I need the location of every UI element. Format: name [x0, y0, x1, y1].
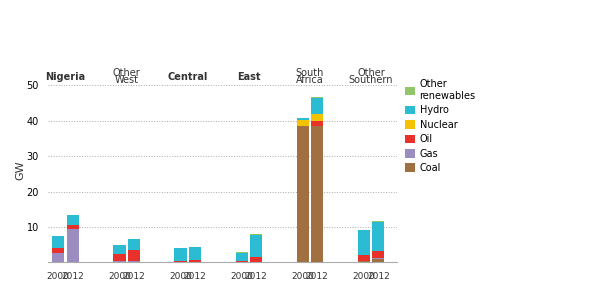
Bar: [358, 255, 370, 260]
Bar: [52, 248, 65, 253]
Bar: [175, 248, 186, 261]
Bar: [250, 257, 262, 262]
Bar: [311, 126, 323, 262]
Text: Other: Other: [357, 68, 385, 78]
Bar: [372, 222, 384, 251]
Bar: [250, 234, 262, 235]
Bar: [358, 260, 370, 262]
Bar: [372, 221, 384, 222]
Bar: [113, 254, 125, 261]
Bar: [113, 245, 125, 254]
Text: Africa: Africa: [296, 75, 324, 85]
Bar: [236, 260, 248, 262]
Bar: [311, 97, 323, 99]
Bar: [372, 260, 384, 262]
Bar: [66, 225, 79, 229]
Text: Southern: Southern: [349, 75, 394, 85]
Bar: [372, 251, 384, 258]
Bar: [189, 260, 201, 262]
Bar: [236, 253, 248, 260]
Text: Central: Central: [167, 72, 208, 82]
Text: Other: Other: [113, 68, 140, 78]
Bar: [52, 236, 65, 248]
Bar: [66, 215, 79, 225]
Bar: [372, 258, 384, 260]
Text: West: West: [114, 75, 138, 85]
Bar: [189, 247, 201, 260]
Text: East: East: [237, 72, 261, 82]
Y-axis label: GW: GW: [15, 160, 25, 180]
Bar: [128, 250, 140, 261]
Bar: [250, 235, 262, 257]
Bar: [311, 99, 323, 114]
Bar: [236, 252, 248, 253]
Text: Nigeria: Nigeria: [46, 72, 85, 82]
Bar: [128, 261, 140, 262]
Bar: [113, 261, 125, 262]
Bar: [296, 120, 309, 126]
Bar: [358, 230, 370, 255]
Legend: Other
renewables, Hydro, Nuclear, Oil, Gas, Coal: Other renewables, Hydro, Nuclear, Oil, G…: [405, 79, 476, 173]
Bar: [52, 253, 65, 262]
Bar: [128, 239, 140, 250]
Bar: [175, 261, 186, 262]
Bar: [296, 118, 309, 120]
Bar: [311, 114, 323, 121]
Bar: [296, 126, 309, 262]
Text: South: South: [296, 68, 324, 78]
Bar: [66, 229, 79, 262]
Bar: [311, 121, 323, 126]
